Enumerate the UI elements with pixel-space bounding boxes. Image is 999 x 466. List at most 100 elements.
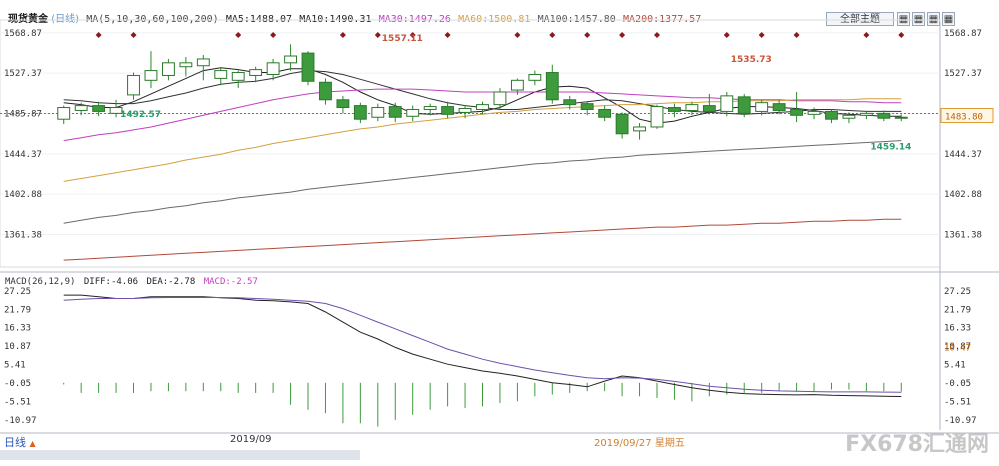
candle-down [668, 107, 681, 112]
ma-line-ma200 [63, 218, 902, 261]
candle-down [894, 116, 908, 119]
candle-up [371, 107, 385, 118]
candle-down [441, 106, 455, 115]
last-price-label: 1483.80 [945, 113, 983, 123]
signal-diamond [444, 32, 451, 38]
period-tab[interactable]: 日线 ▲ [4, 434, 36, 450]
macd-last-value: 10.47 [944, 343, 971, 353]
candle-down [319, 81, 332, 101]
candle-down [598, 108, 612, 118]
last-price-tag [940, 108, 994, 124]
main-y-tick-left: 1527.37 [4, 69, 42, 79]
candle-up [493, 91, 507, 106]
signal-diamond [793, 32, 800, 38]
candle-up [179, 62, 193, 68]
bottom-scroll-strip[interactable] [0, 450, 360, 460]
macd-y-tick-right: 5.41 [944, 361, 966, 371]
signal-diamond [584, 32, 591, 38]
candle-up [74, 105, 88, 111]
candle-down [301, 52, 315, 82]
ma-line-ma100 [63, 140, 902, 224]
macd-header: MACD(26,12,9) DIFF:-4.06 DEA:-2.78 MACD:… [5, 277, 258, 287]
main-y-tick-left: 1485.87 [4, 109, 42, 119]
fx678-watermark: FX678汇通网 [845, 426, 989, 458]
signal-diamond [270, 32, 277, 38]
candle-up [633, 126, 646, 132]
signal-diamond [514, 32, 521, 38]
signal-diamond [653, 32, 660, 38]
main-y-tick-right: 1527.37 [944, 69, 982, 79]
candle-up [685, 104, 699, 111]
candle-up [859, 112, 873, 116]
candle-down [563, 99, 577, 106]
candle-up [650, 106, 664, 128]
macd-y-tick-left: -0.05 [4, 379, 31, 389]
candle-up [755, 102, 769, 112]
candle-up [842, 114, 856, 119]
ma-line-ma30 [63, 88, 902, 142]
signal-diamond [95, 32, 102, 38]
candle-down [702, 105, 716, 112]
candle-down [877, 112, 891, 119]
candle-down [353, 105, 367, 120]
macd-y-tick-right: -0.05 [944, 379, 971, 389]
candle-up [476, 104, 489, 110]
macd-value: MACD:-2.57 [203, 277, 258, 287]
macd-y-tick-left: 16.33 [4, 324, 31, 334]
signal-diamond [549, 32, 556, 38]
candle-down [580, 103, 594, 110]
macd-y-tick-right: -10.97 [944, 416, 977, 426]
candle-up [231, 72, 245, 81]
candle-down [336, 99, 350, 109]
signal-diamond [758, 32, 765, 38]
signal-diamond [339, 32, 346, 38]
signal-diamond [619, 32, 626, 38]
candle-down [790, 108, 804, 116]
macd-y-tick-right: -5.51 [944, 397, 971, 407]
candle-up [214, 70, 228, 79]
main-y-tick-right: 1402.88 [944, 190, 982, 200]
signal-diamond [863, 32, 870, 38]
candle-up [528, 73, 542, 81]
macd-diff: DIFF:-4.06 [83, 277, 139, 287]
candle-down [388, 106, 402, 118]
main-y-tick-left: 1361.38 [4, 230, 42, 240]
triangle-icon: ▲ [29, 439, 36, 448]
candle-down [825, 110, 838, 120]
macd-y-tick-left: 5.41 [4, 361, 26, 371]
candle-up [196, 58, 210, 67]
candle-up [510, 79, 524, 91]
axis-date-left: 2019/09 [230, 434, 272, 445]
candle-down [615, 113, 629, 135]
macd-y-tick-left: 10.87 [4, 342, 31, 352]
main-y-tick-right: 1444.37 [944, 150, 982, 160]
signal-diamond [374, 32, 381, 38]
price-annotation: 1459.14 [870, 142, 911, 152]
price-annotation: 1535.73 [731, 55, 772, 65]
macd-dea-line [63, 297, 902, 393]
candle-up [423, 106, 437, 110]
candle-up [406, 108, 420, 117]
signal-diamond [235, 32, 242, 38]
macd-y-tick-right: 27.25 [944, 287, 971, 297]
signal-diamond [409, 32, 416, 38]
price-annotation: 1557.11 [382, 34, 423, 44]
main-y-tick-left: 1444.37 [4, 150, 42, 160]
candle-down [92, 105, 106, 112]
main-y-tick-left: 1568.87 [4, 29, 42, 39]
main-y-tick-left: 1402.88 [4, 190, 42, 200]
macd-dea: DEA:-2.78 [146, 277, 196, 287]
candle-up [109, 107, 123, 114]
watermark-text: FX678汇通网 [845, 432, 989, 457]
signal-diamond [723, 32, 730, 38]
macd-y-tick-right: 21.79 [944, 305, 971, 315]
grid-icon[interactable]: ▦ [942, 12, 955, 26]
candle-up [161, 62, 175, 76]
main-panel-frame [0, 19, 941, 268]
macd-title: MACD(26,12,9) [5, 277, 76, 287]
candle-up [266, 62, 280, 75]
candle-up [127, 74, 140, 96]
candle-up [284, 55, 297, 64]
cursor-date: 2019/09/27 星期五 [594, 438, 685, 449]
